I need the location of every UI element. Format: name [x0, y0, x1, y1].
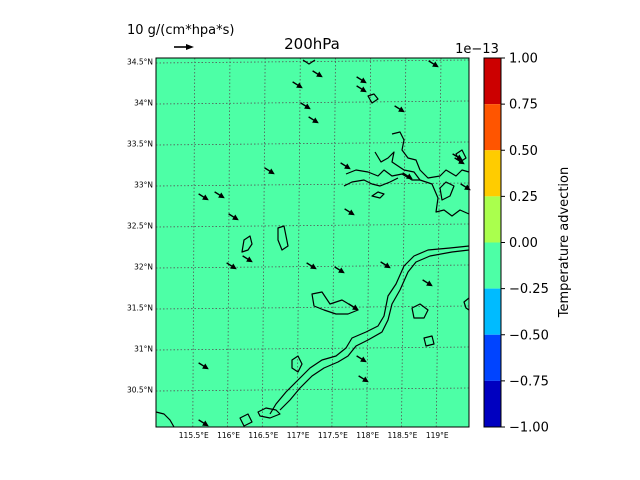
- wind-arrow: [292, 81, 303, 89]
- wind-arrow: [334, 266, 345, 274]
- lon-tick-label: 118°E: [356, 431, 379, 440]
- map-frame: [155, 57, 470, 428]
- wind-arrow: [380, 261, 391, 269]
- wind-arrow: [228, 213, 239, 221]
- wind-arrow: [242, 255, 253, 263]
- lon-tick-label: 116.5°E: [248, 431, 278, 440]
- lat-tick-label: 34.5°N: [127, 58, 153, 67]
- colorbar-tick-label: −0.25: [509, 282, 549, 297]
- colorbar-label: Temperature advection: [557, 167, 572, 318]
- lon-tick-label: 118.5°E: [387, 431, 417, 440]
- colorbar-band: [484, 150, 501, 197]
- lat-tick-label: 31.5°N: [127, 304, 153, 313]
- wind-arrow: [312, 70, 323, 78]
- colorbar: 1.00 0.75 0.50 0.25 0.00 −0.25 −0.50 −0.75 −1.00: [483, 52, 549, 436]
- colorbar-band: [484, 196, 501, 243]
- colorbar-band: [484, 288, 501, 335]
- colorbar-tick-label: 0.00: [509, 236, 538, 251]
- quiver-key-label: 10 g/(cm*hpa*s): [127, 23, 235, 38]
- colorbar-band: [484, 380, 501, 427]
- map-panel: 115.5°E 116°E 116.5°E 117°E 117.5°E 118°E 118.…: [127, 57, 471, 441]
- wind-arrow: [264, 167, 275, 175]
- wind-arrow: [356, 85, 367, 93]
- lon-tick-label: 117°E: [287, 431, 310, 440]
- colorbar-tick-label: 0.75: [509, 98, 538, 113]
- quiver-key-arrow: [174, 44, 194, 50]
- colorbar-tick-label: −0.75: [509, 374, 549, 389]
- colorbar-tick-label: −0.50: [509, 328, 549, 343]
- wind-arrow: [454, 157, 465, 165]
- wind-arrow: [308, 116, 319, 124]
- colorbar-tick-label: −1.00: [509, 421, 549, 436]
- colorbar-band: [484, 334, 501, 381]
- wind-arrow: [198, 362, 209, 370]
- lat-tick-label: 34°N: [134, 99, 153, 108]
- map-tick-labels: 115.5°E 116°E 116.5°E 117°E 117.5°E 118°E 118.…: [127, 58, 449, 441]
- colorbar-tick-label: 0.50: [509, 144, 538, 159]
- wind-arrow: [306, 262, 317, 270]
- colorbar-tick-label: 1.00: [509, 52, 538, 67]
- wind-arrow: [394, 105, 405, 113]
- lon-tick-label: 115.5°E: [179, 431, 209, 440]
- wind-arrow: [356, 76, 367, 84]
- colorbar-band: [484, 104, 501, 151]
- map-field: [156, 58, 469, 427]
- wind-arrow: [348, 303, 359, 311]
- lat-tick-label: 32°N: [134, 263, 153, 272]
- colorbar-band: [484, 242, 501, 289]
- lat-tick-label: 33°N: [134, 181, 153, 190]
- wind-arrow: [422, 279, 433, 287]
- wind-arrow: [358, 375, 369, 383]
- wind-arrow: [402, 172, 413, 180]
- lat-tick-label: 31°N: [134, 345, 153, 354]
- lat-tick-label: 32.5°N: [127, 222, 153, 231]
- colorbar-band: [484, 58, 501, 105]
- wind-arrow: [300, 102, 311, 110]
- wind-arrow: [214, 191, 225, 199]
- wind-arrow: [428, 60, 439, 68]
- wind-arrow: [198, 193, 209, 201]
- lon-tick-label: 116°E: [217, 431, 240, 440]
- chart-title: 200hPa: [284, 35, 340, 53]
- lat-tick-label: 33.5°N: [127, 140, 153, 149]
- wind-arrow: [340, 162, 351, 170]
- wind-arrow: [344, 208, 355, 216]
- wind-arrow: [198, 419, 209, 427]
- wind-arrow: [226, 262, 237, 270]
- colorbar-offset-label: 1e−13: [455, 42, 499, 57]
- colorbar-tick-label: 0.25: [509, 190, 538, 205]
- lon-tick-label: 119°E: [426, 431, 449, 440]
- lon-tick-label: 117.5°E: [318, 431, 348, 440]
- wind-vectors: [198, 60, 471, 427]
- wind-arrow: [356, 355, 367, 363]
- lat-tick-label: 30.5°N: [127, 386, 153, 395]
